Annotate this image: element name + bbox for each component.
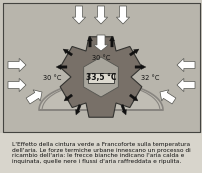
FancyArrow shape bbox=[176, 78, 194, 92]
FancyArrow shape bbox=[72, 6, 85, 24]
Polygon shape bbox=[83, 57, 118, 97]
FancyArrow shape bbox=[93, 35, 108, 51]
FancyArrow shape bbox=[129, 94, 137, 101]
FancyBboxPatch shape bbox=[88, 73, 113, 83]
FancyArrow shape bbox=[8, 78, 26, 92]
FancyArrow shape bbox=[63, 49, 72, 56]
FancyArrow shape bbox=[159, 90, 175, 104]
FancyArrow shape bbox=[56, 65, 67, 70]
Polygon shape bbox=[60, 37, 141, 117]
FancyArrow shape bbox=[120, 104, 126, 115]
FancyArrow shape bbox=[176, 58, 194, 72]
Text: 33,5 °C: 33,5 °C bbox=[85, 74, 116, 83]
Bar bbox=[3, 3, 199, 132]
FancyArrow shape bbox=[8, 58, 26, 72]
FancyArrow shape bbox=[75, 104, 81, 115]
FancyArrow shape bbox=[87, 36, 92, 47]
FancyArrow shape bbox=[64, 94, 72, 101]
FancyArrow shape bbox=[109, 36, 114, 47]
Text: Fiume: Fiume bbox=[89, 107, 112, 116]
FancyArrow shape bbox=[134, 65, 145, 70]
Polygon shape bbox=[39, 82, 162, 110]
Text: 30 °C: 30 °C bbox=[91, 55, 110, 61]
Bar bbox=[0, 133, 202, 173]
Bar bbox=[3, 3, 199, 132]
FancyArrow shape bbox=[26, 90, 42, 104]
FancyArrow shape bbox=[129, 49, 138, 56]
Text: L'Effetto della cintura verde a Francoforte sulla temperatura dell'aria. Le forz: L'Effetto della cintura verde a Francofo… bbox=[12, 142, 189, 164]
FancyArrow shape bbox=[116, 6, 129, 24]
Text: 30 °C: 30 °C bbox=[43, 75, 61, 81]
Text: 32 °C: 32 °C bbox=[140, 75, 158, 81]
FancyArrow shape bbox=[94, 6, 107, 24]
